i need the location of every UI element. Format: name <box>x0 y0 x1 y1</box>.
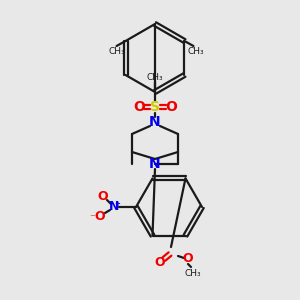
Text: O: O <box>98 190 108 202</box>
Text: N: N <box>149 157 161 171</box>
Text: S: S <box>150 100 160 114</box>
Text: O: O <box>133 100 145 114</box>
Text: CH₃: CH₃ <box>187 47 204 56</box>
Text: ⁻: ⁻ <box>89 213 95 223</box>
Text: O: O <box>155 256 165 268</box>
Text: +: + <box>114 201 120 207</box>
Text: CH₃: CH₃ <box>185 268 201 278</box>
Text: N: N <box>109 200 119 214</box>
Text: CH₃: CH₃ <box>147 74 163 82</box>
Text: N: N <box>149 115 161 129</box>
Text: O: O <box>165 100 177 114</box>
Text: CH₃: CH₃ <box>108 47 125 56</box>
Text: O: O <box>183 253 193 266</box>
Text: O: O <box>95 209 105 223</box>
